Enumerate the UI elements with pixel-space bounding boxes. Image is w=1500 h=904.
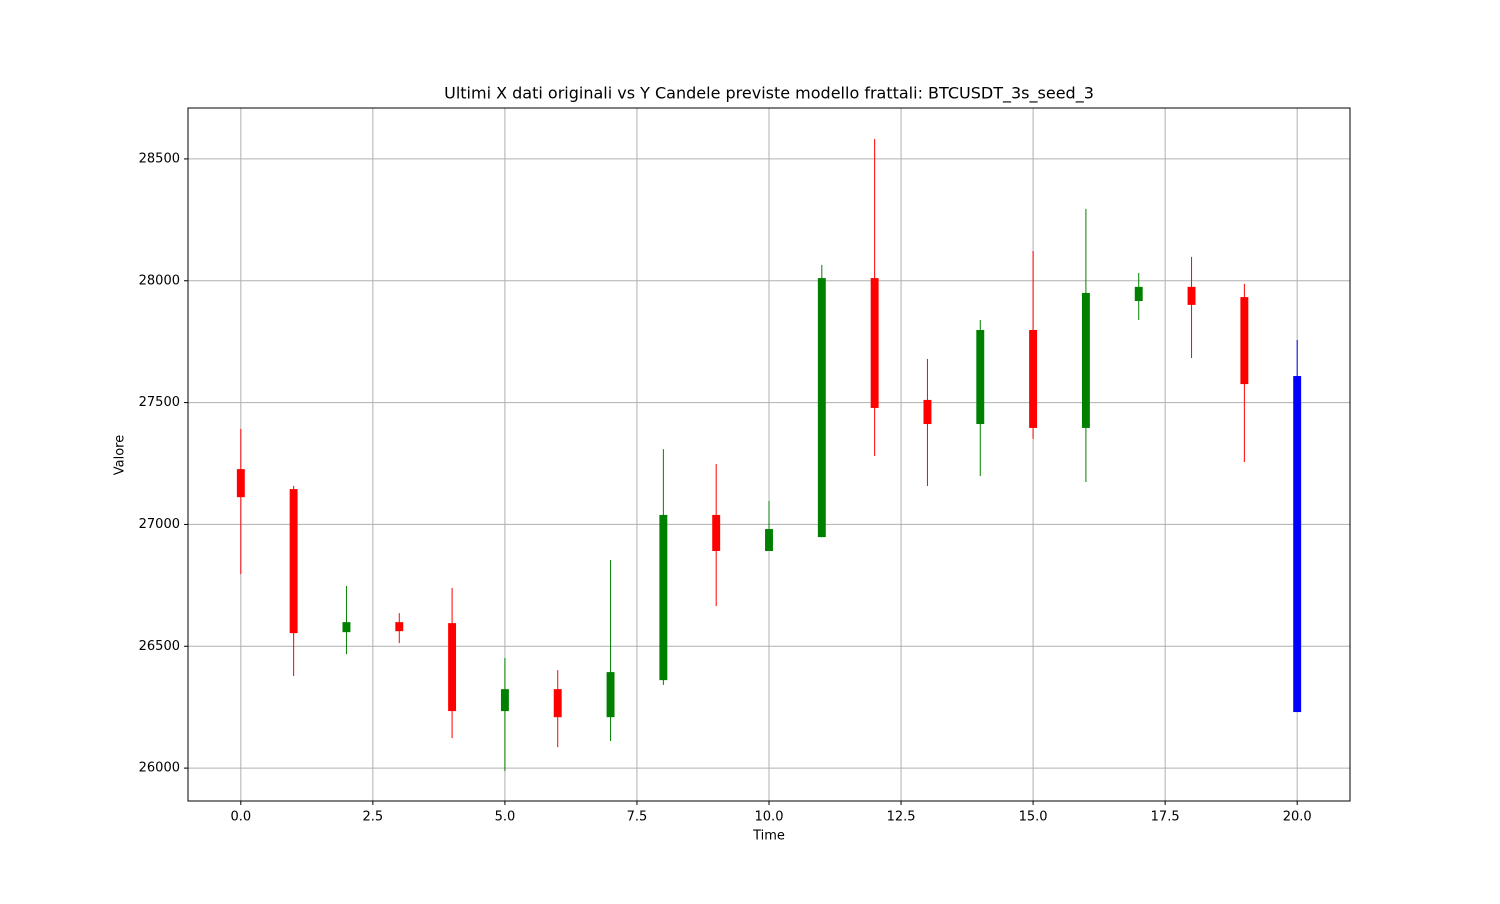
candle-body: [870, 278, 879, 408]
candle-body: [976, 329, 985, 425]
x-tick-label: 10.0: [755, 810, 784, 825]
candle-body: [765, 529, 773, 551]
candle-body: [342, 622, 351, 633]
candle-body: [289, 489, 298, 634]
plot-frame: [187, 107, 1351, 802]
candle-body: [817, 278, 826, 538]
candle-body: [1029, 329, 1038, 428]
candle-body: [500, 689, 509, 712]
y-tick-label: 28000: [139, 273, 180, 288]
x-tick-label: 20.0: [1283, 810, 1312, 825]
candle-body: [1240, 297, 1249, 385]
candle-body: [923, 399, 932, 425]
x-tick-label: 7.5: [627, 810, 648, 825]
candle-body: [659, 514, 668, 681]
x-tick-label: 12.5: [887, 810, 916, 825]
x-axis-label: Time: [752, 829, 785, 844]
y-axis-label: Valore: [113, 435, 128, 475]
candle-body: [1187, 286, 1196, 305]
candle-body: [448, 623, 457, 712]
candle-body: [1293, 376, 1302, 713]
y-tick-label: 27000: [139, 517, 180, 532]
x-tick-label: 15.0: [1019, 810, 1048, 825]
x-tick-label: 5.0: [495, 810, 516, 825]
chart-title: Ultimi X dati originali vs Y Candele pre…: [444, 84, 1094, 104]
candle-body: [553, 689, 562, 718]
candle-body: [395, 622, 404, 632]
candle-body: [712, 514, 721, 551]
x-tick-label: 2.5: [363, 810, 384, 825]
y-tick-label: 26500: [139, 639, 180, 654]
candle-body: [236, 469, 245, 498]
candle-body: [1134, 286, 1143, 301]
y-tick-label: 26000: [139, 761, 180, 776]
y-tick-label: 28500: [139, 151, 180, 166]
x-tick-label: 0.0: [230, 810, 251, 825]
candle-body: [1081, 292, 1090, 428]
y-tick-label: 27500: [139, 395, 180, 410]
x-tick-label: 17.5: [1151, 810, 1180, 825]
candle-body: [606, 672, 615, 718]
